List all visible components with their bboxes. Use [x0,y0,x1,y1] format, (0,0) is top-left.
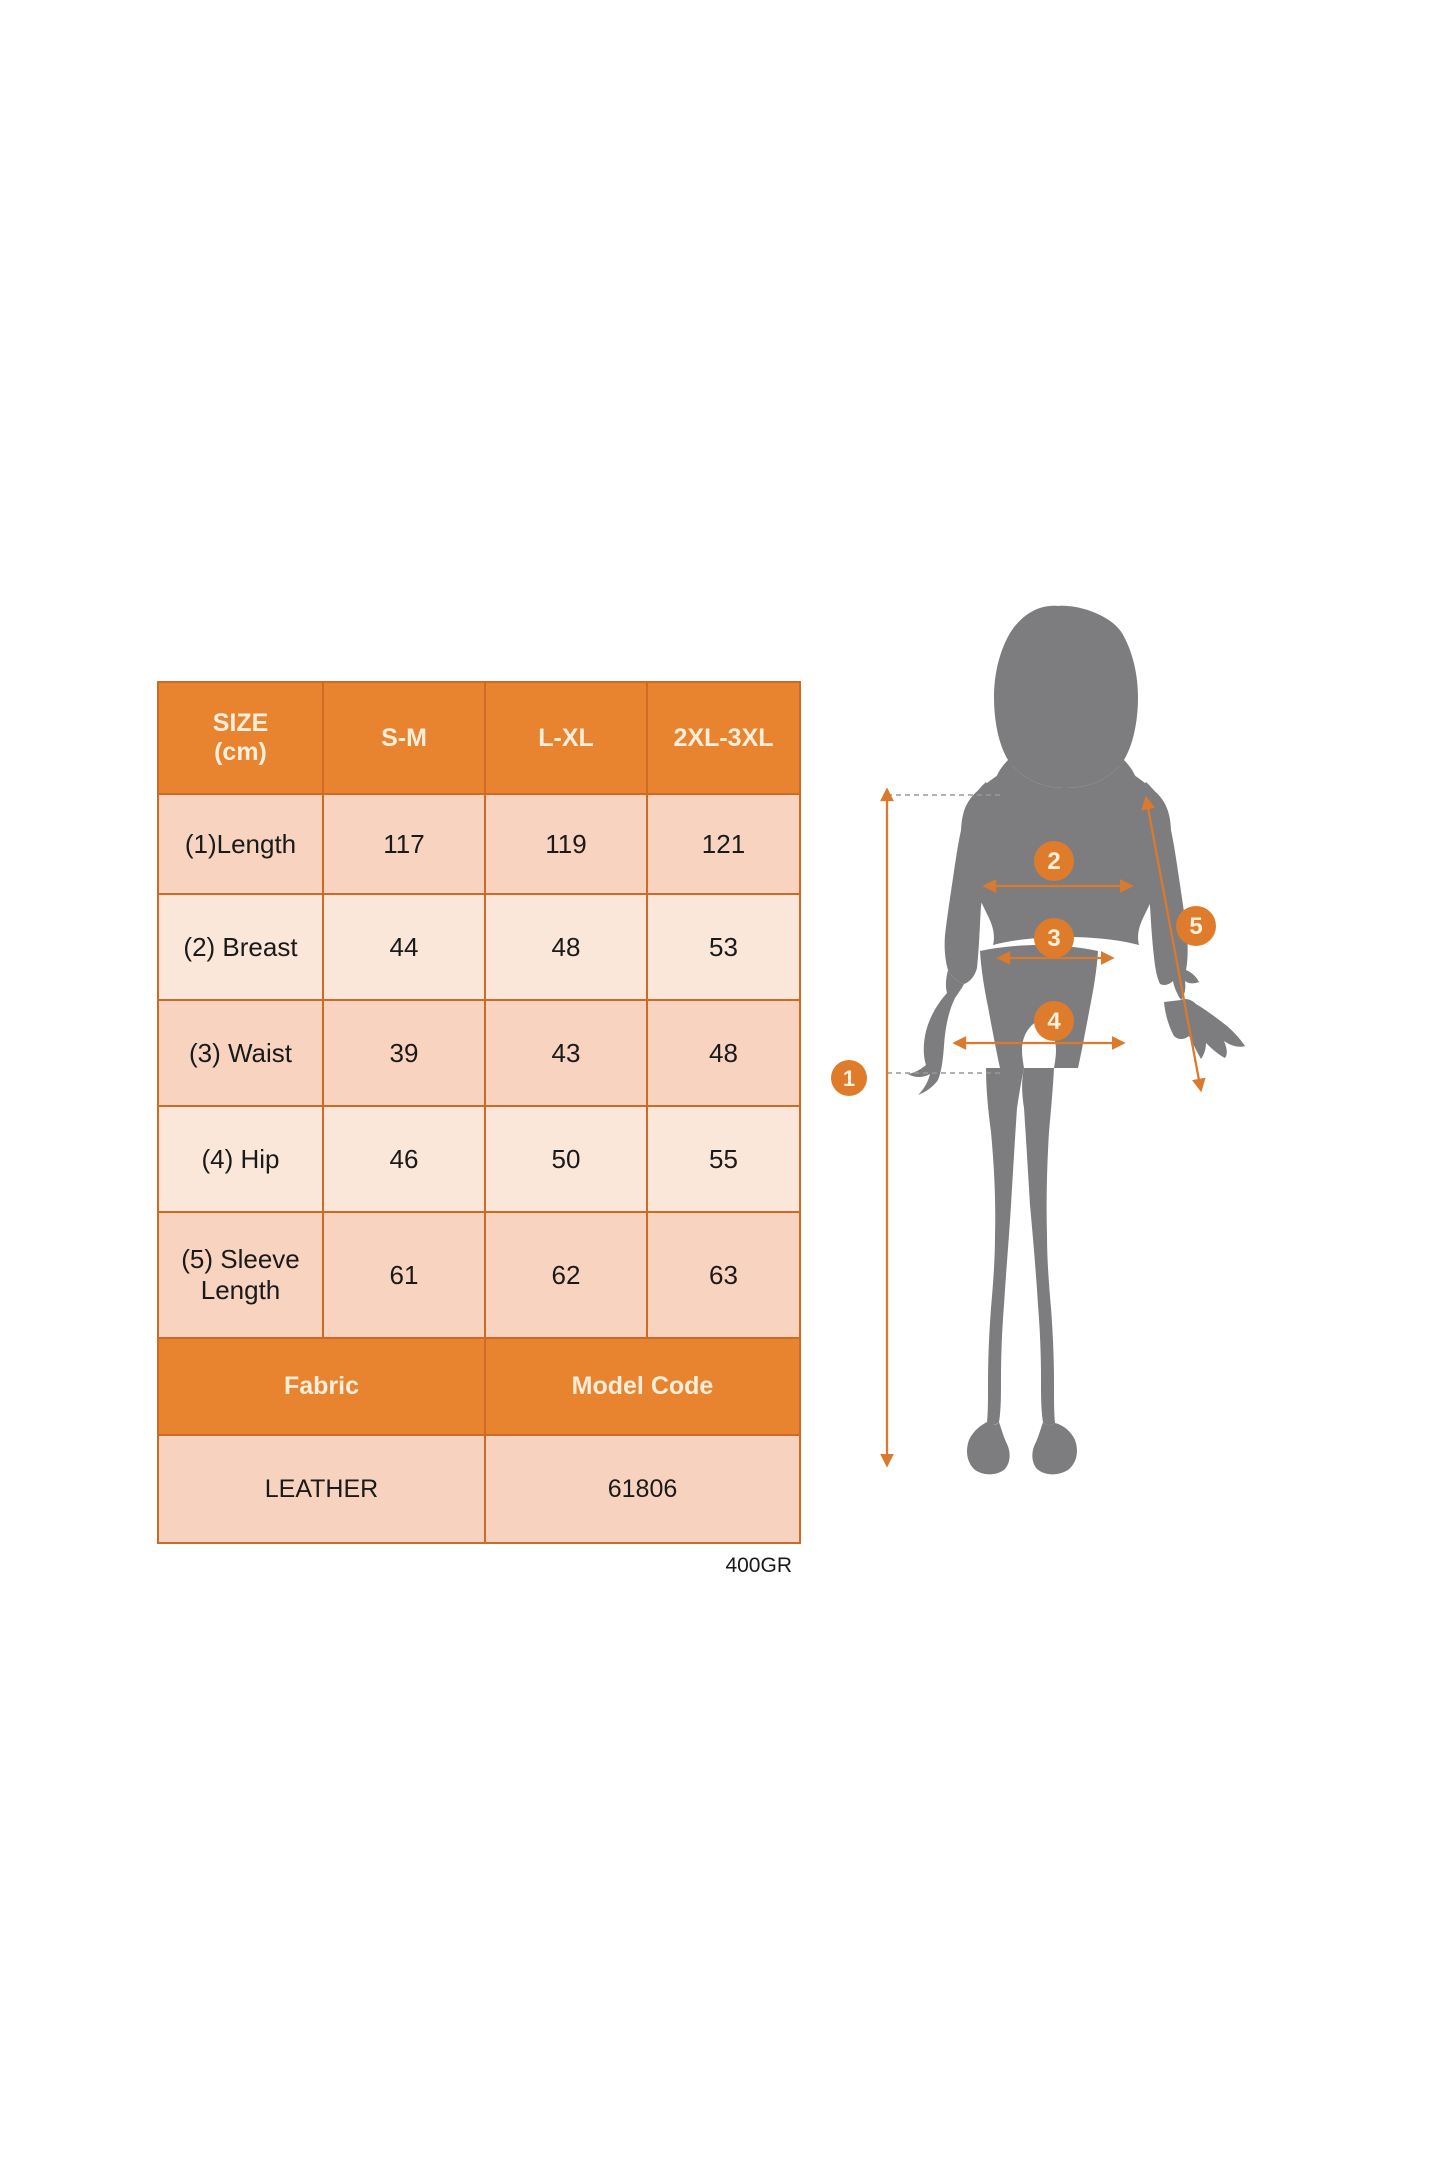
svg-text:4: 4 [1047,1008,1061,1035]
svg-text:2: 2 [1047,848,1060,875]
svg-text:1: 1 [843,1066,855,1091]
svg-text:5: 5 [1189,913,1202,940]
svg-text:3: 3 [1047,925,1060,952]
